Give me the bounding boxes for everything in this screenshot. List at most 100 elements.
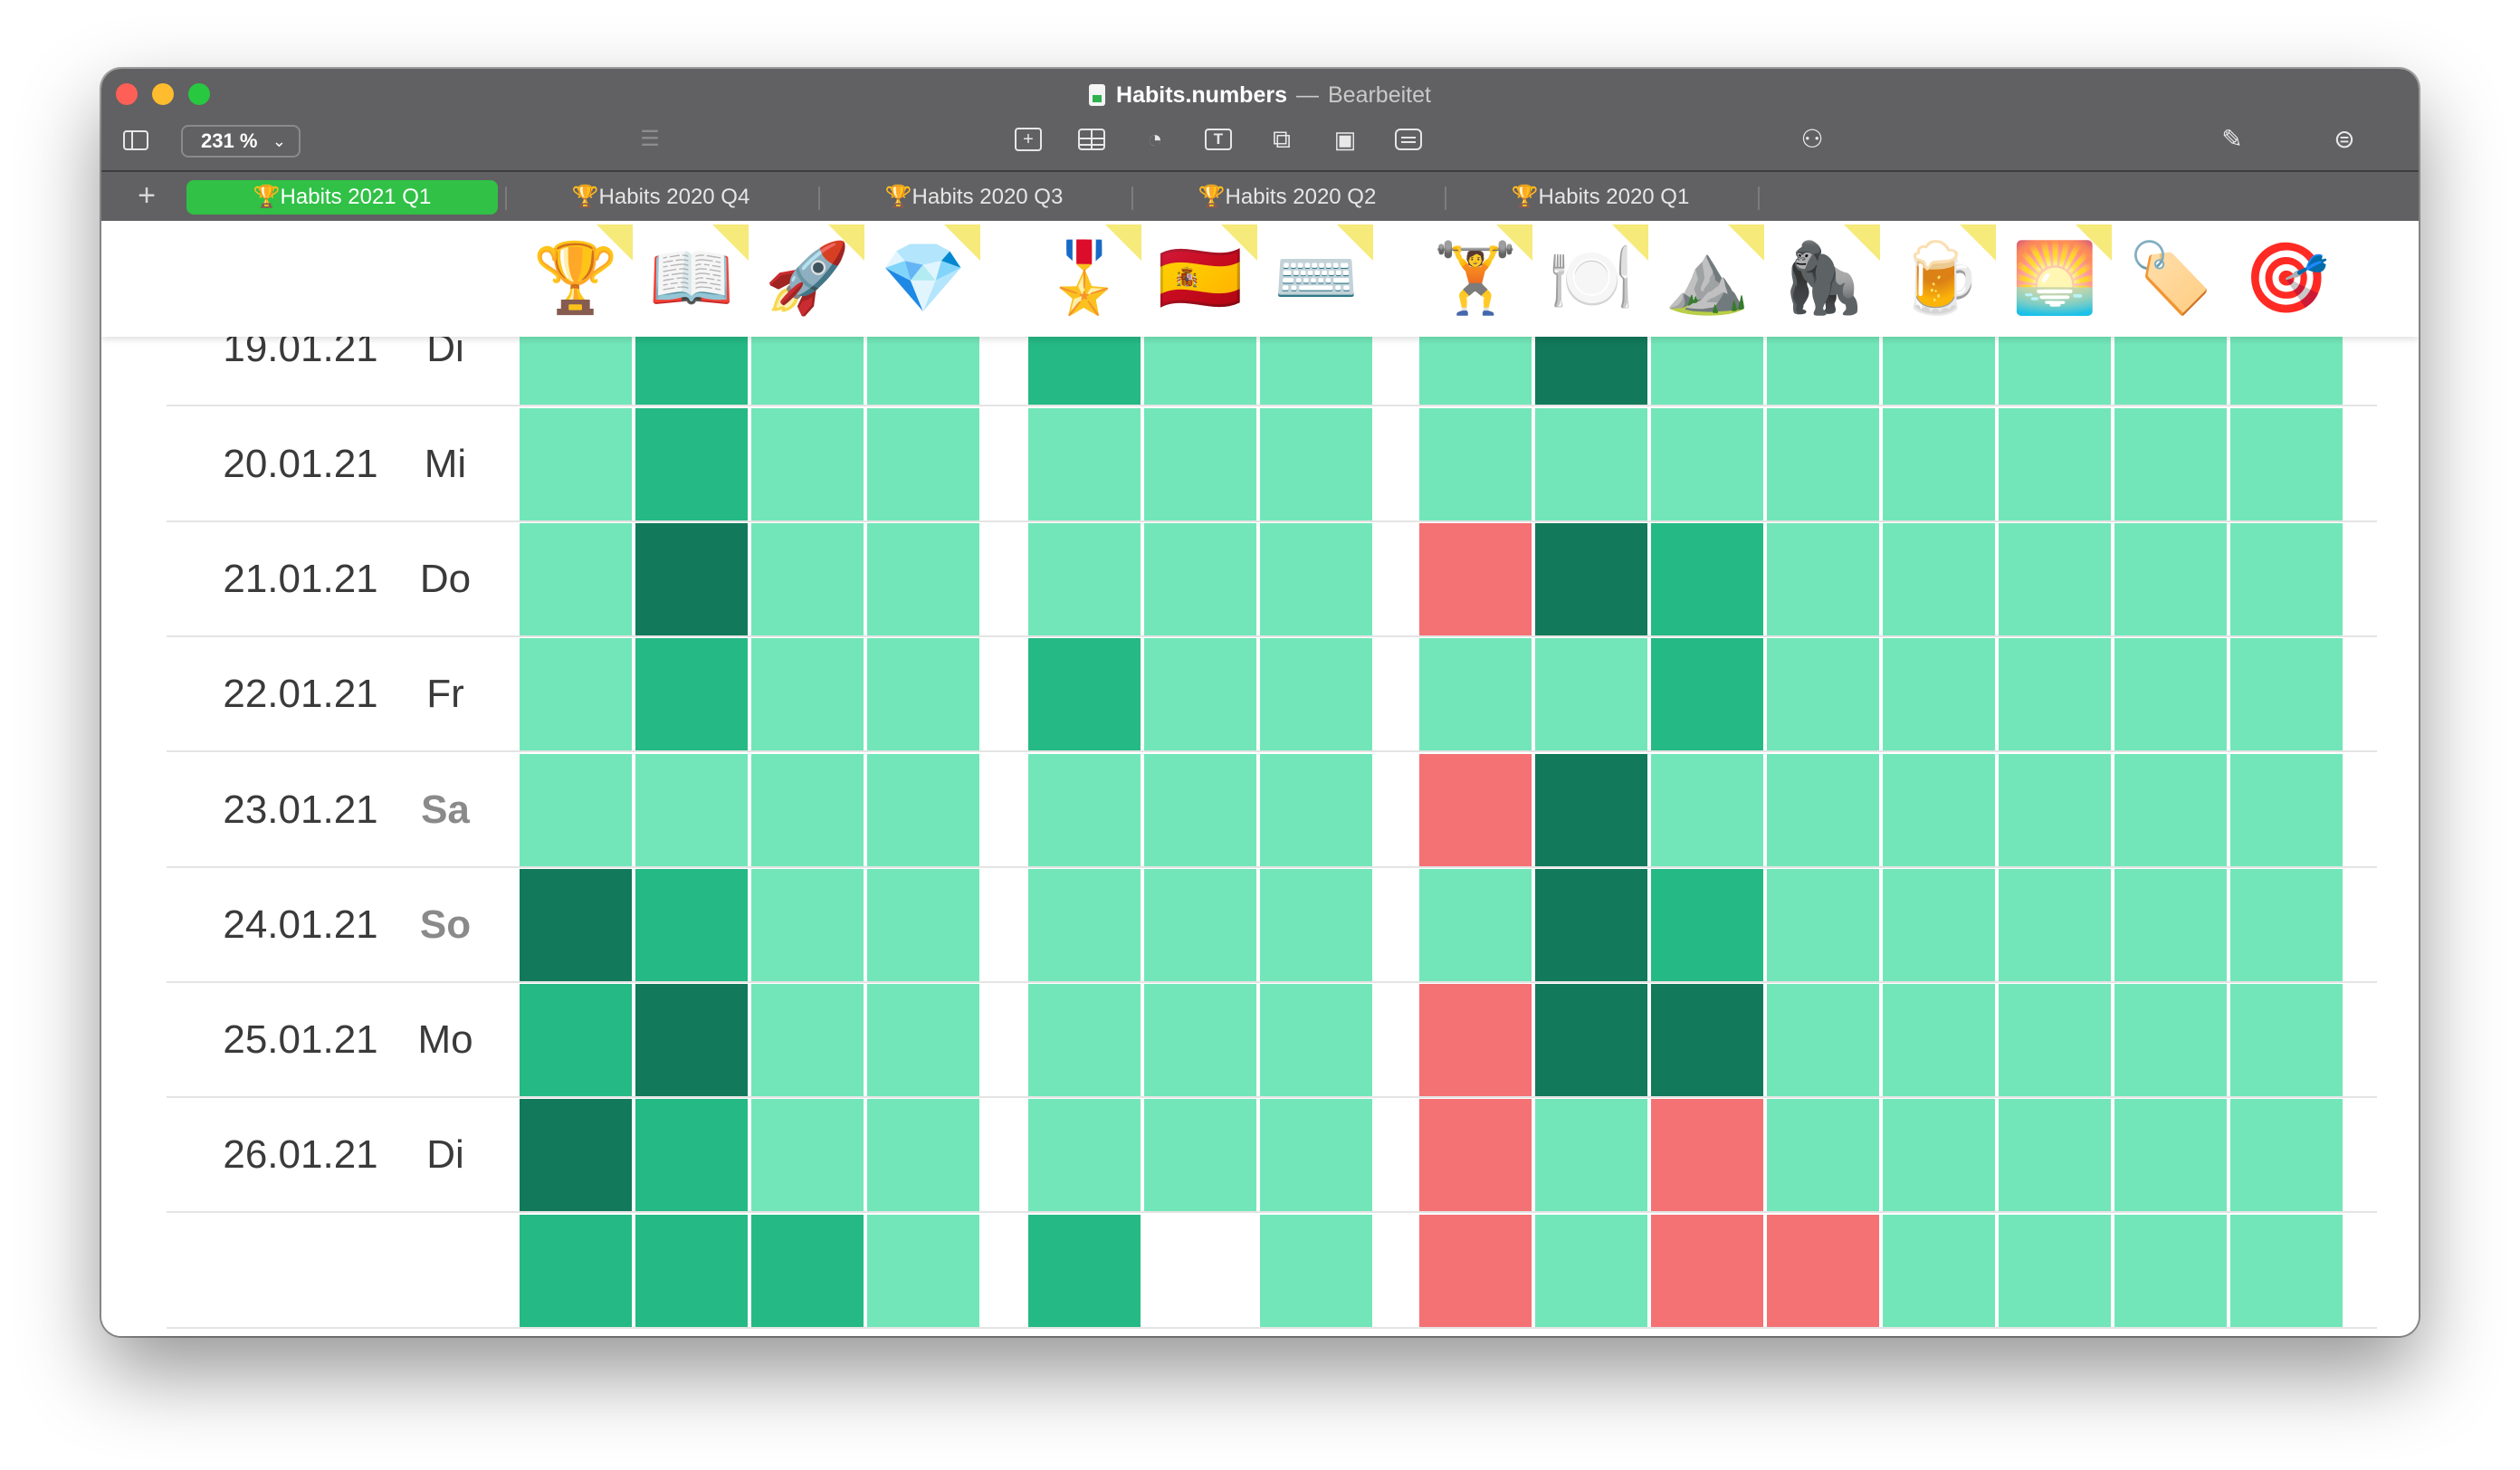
add-sheet-button[interactable]: + [138,178,156,213]
habit-cell[interactable] [1651,754,1763,866]
habit-cell[interactable] [2230,754,2343,866]
habit-cell[interactable] [751,638,864,750]
habit-cell[interactable] [2114,1215,2227,1327]
habit-cell[interactable] [1883,1215,1995,1327]
date-cell[interactable]: 21.01.21 [223,557,378,601]
format-brush-icon[interactable]: ✎ [2221,125,2243,153]
habit-cell[interactable] [1651,984,1763,1096]
date-cell[interactable]: 22.01.21 [223,672,378,716]
habit-cell[interactable] [1144,523,1256,635]
habit-cell[interactable] [1419,754,1532,866]
organize-icon[interactable]: ⊜ [2334,125,2355,153]
close-button[interactable] [116,83,138,105]
date-cell[interactable]: 20.01.21 [223,442,378,486]
habit-cell[interactable] [2230,408,2343,520]
habit-cell[interactable] [2230,984,2343,1096]
habit-cell[interactable] [1999,1099,2111,1211]
weekday-cell[interactable] [373,1215,518,1327]
habit-cell[interactable] [1144,754,1256,866]
collaborate-icon[interactable]: ⚇ [1800,125,1824,153]
habit-cell[interactable] [1419,984,1532,1096]
habit-cell[interactable] [2114,1099,2227,1211]
tab-habits-2020-q3[interactable]: 🏆Habits 2020 Q3 [884,185,1064,209]
zoom-window-button[interactable] [188,83,210,105]
habit-cell[interactable] [1999,869,2111,981]
habit-cell[interactable] [1028,1099,1141,1211]
habit-cell[interactable] [2114,523,2227,635]
habit-cell[interactable] [1144,869,1256,981]
habit-cell[interactable] [1028,1215,1141,1327]
date-cell[interactable]: 25.01.21 [223,1017,378,1062]
habit-cell[interactable] [520,754,632,866]
habit-cell[interactable] [1535,638,1647,750]
habit-cell[interactable] [1883,1099,1995,1211]
habit-cell[interactable] [1999,984,2111,1096]
habit-cell[interactable] [1419,1099,1532,1211]
habit-cell[interactable] [867,523,979,635]
habit-cell[interactable] [635,638,748,750]
habit-cell[interactable] [1028,754,1141,866]
habit-cell[interactable] [2230,1099,2343,1211]
habit-cell[interactable] [520,1099,632,1211]
habit-cell[interactable] [1651,408,1763,520]
comment-icon[interactable] [1390,125,1427,154]
habit-cell[interactable] [1767,754,1879,866]
habit-cell[interactable] [1260,408,1372,520]
habit-cell[interactable] [635,754,748,866]
habit-cell[interactable] [2230,638,2343,750]
chart-icon[interactable]: ◔ [1147,125,1163,153]
habit-cell[interactable] [1260,869,1372,981]
habit-cell[interactable] [1651,523,1763,635]
habit-cell[interactable] [1535,1099,1647,1211]
habit-cell[interactable] [635,523,748,635]
habit-cell[interactable] [2114,754,2227,866]
habit-cell[interactable] [751,1215,864,1327]
tab-habits-2021-q1[interactable]: 🏆Habits 2021 Q1 [186,180,498,215]
table-icon[interactable] [1074,125,1110,154]
habit-cell[interactable] [1028,869,1141,981]
habit-cell[interactable] [2114,869,2227,981]
habit-cell[interactable] [867,638,979,750]
habit-cell[interactable] [1767,869,1879,981]
habit-cell[interactable] [1999,1215,2111,1327]
habit-cell[interactable] [1260,1215,1372,1327]
weekday-cell[interactable]: So [419,902,472,947]
habit-cell[interactable] [751,523,864,635]
habit-cell[interactable] [1651,869,1763,981]
habit-cell[interactable] [1883,408,1995,520]
habit-table[interactable]: 18.01.21Mo19.01.21Di20.01.21Mi21.01.21Do… [101,221,2419,1336]
habit-cell[interactable] [867,1099,979,1211]
habit-cell[interactable] [1144,638,1256,750]
habit-cell[interactable] [1535,984,1647,1096]
habit-cell[interactable] [635,984,748,1096]
habit-cell[interactable] [635,1215,748,1327]
weekday-cell[interactable]: Do [419,557,472,601]
habit-cell[interactable] [520,408,632,520]
habit-cell[interactable] [635,1099,748,1211]
habit-cell[interactable] [1883,869,1995,981]
date-cell[interactable]: 26.01.21 [223,1132,378,1177]
habit-cell[interactable] [1144,408,1256,520]
habit-cell[interactable] [1028,984,1141,1096]
habit-cell[interactable] [1767,1099,1879,1211]
habit-cell[interactable] [2230,1215,2343,1327]
habit-cell[interactable] [1883,754,1995,866]
habit-cell[interactable] [1767,1215,1879,1327]
list-format-icon[interactable]: ☰ [640,127,660,151]
habit-cell[interactable] [1535,408,1647,520]
habit-cell[interactable] [2230,869,2343,981]
habit-cell[interactable] [751,754,864,866]
habit-cell[interactable] [1028,408,1141,520]
habit-cell[interactable] [1535,754,1647,866]
habit-cell[interactable] [1535,523,1647,635]
habit-cell[interactable] [1535,869,1647,981]
habit-cell[interactable] [1767,638,1879,750]
insert-icon[interactable]: + [1010,125,1046,154]
media-icon[interactable]: ▣ [1333,126,1357,153]
habit-cell[interactable] [2230,523,2343,635]
date-cell[interactable]: 23.01.21 [223,788,378,832]
habit-cell[interactable] [751,869,864,981]
weekday-cell[interactable]: Mi [424,442,467,486]
habit-cell[interactable] [1651,638,1763,750]
habit-cell[interactable] [1767,408,1879,520]
